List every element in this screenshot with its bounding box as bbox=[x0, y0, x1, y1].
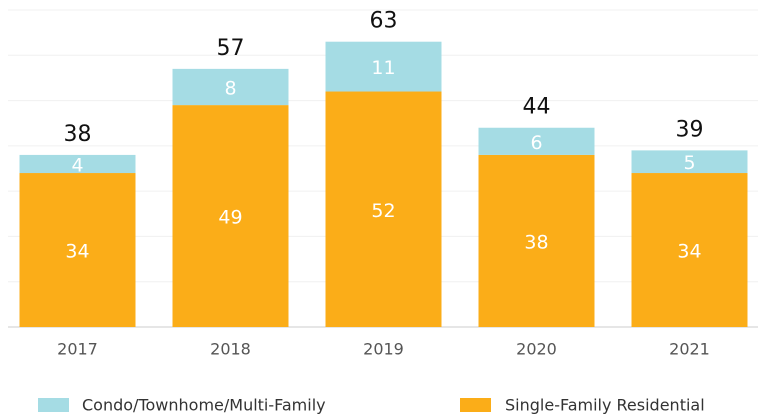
segment-label: 34 bbox=[65, 241, 89, 263]
bar-segment bbox=[19, 173, 136, 327]
segment-label: 6 bbox=[530, 132, 542, 154]
segment-label: 38 bbox=[524, 231, 548, 253]
segment-label: 5 bbox=[683, 152, 695, 174]
total-label: 44 bbox=[523, 95, 551, 120]
bar-segment bbox=[172, 68, 289, 106]
legend-label: Condo/Townhome/Multi-Family bbox=[82, 396, 326, 415]
x-tick-label: 2019 bbox=[363, 340, 404, 359]
segment-label: 52 bbox=[371, 200, 395, 222]
legend-label: Single-Family Residential bbox=[505, 396, 705, 415]
segment-label: 34 bbox=[677, 241, 701, 263]
total-label: 38 bbox=[64, 122, 92, 147]
segment-label: 49 bbox=[218, 207, 242, 229]
bar-segment bbox=[172, 105, 289, 327]
x-tick-label: 2020 bbox=[516, 340, 557, 359]
bar-segment bbox=[631, 173, 748, 327]
segment-label: 11 bbox=[371, 57, 395, 79]
bar-segment bbox=[478, 127, 595, 155]
bar-segment bbox=[19, 154, 136, 174]
bar-segment bbox=[325, 41, 442, 92]
x-tick-label: 2017 bbox=[57, 340, 98, 359]
segment-label: 4 bbox=[71, 154, 83, 176]
total-label: 57 bbox=[217, 36, 245, 61]
x-tick-label: 2021 bbox=[669, 340, 710, 359]
legend-swatch bbox=[38, 398, 69, 412]
total-label: 63 bbox=[370, 9, 398, 34]
legend-swatch bbox=[460, 398, 491, 412]
segment-label: 8 bbox=[224, 77, 236, 99]
x-tick-label: 2018 bbox=[210, 340, 251, 359]
bar-segment bbox=[325, 91, 442, 327]
bar-segment bbox=[478, 154, 595, 327]
total-label: 39 bbox=[676, 117, 704, 142]
bar-segment bbox=[631, 150, 748, 174]
